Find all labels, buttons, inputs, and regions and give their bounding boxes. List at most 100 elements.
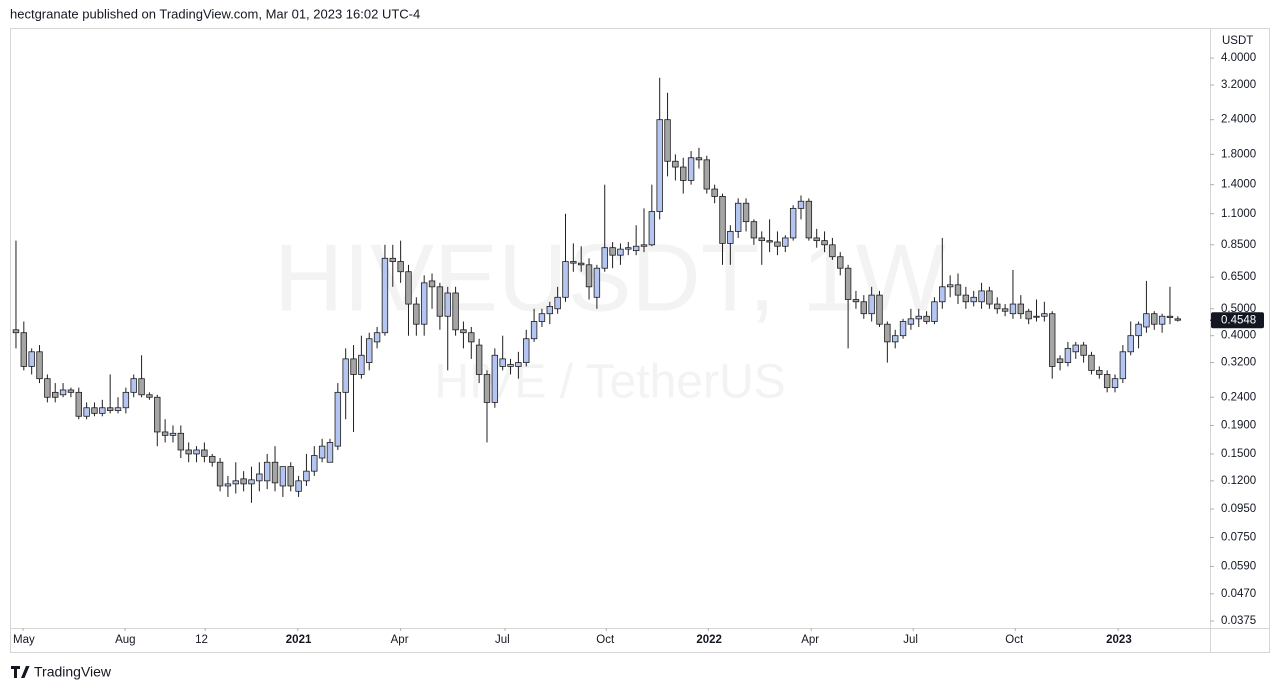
candle-body <box>672 160 679 168</box>
candle-body <box>515 362 522 367</box>
candle-body <box>232 480 239 485</box>
candle-body <box>640 244 648 247</box>
candle-body <box>1017 303 1025 315</box>
y-tick-label: 0.1200 <box>1221 475 1256 487</box>
candle-body <box>632 245 640 252</box>
candle-body <box>342 358 349 393</box>
candle-body <box>499 358 506 367</box>
x-tick-label: Apr <box>801 634 819 646</box>
y-tick-label: 0.1500 <box>1221 448 1256 460</box>
candle-body <box>224 483 232 487</box>
candle-body <box>813 237 820 242</box>
candle-body <box>420 282 428 325</box>
candle-body <box>28 351 35 367</box>
candle-body <box>782 237 789 247</box>
candle-body <box>758 237 765 242</box>
candle-body <box>915 315 922 320</box>
candle-body <box>742 202 750 223</box>
last-price-box <box>1211 312 1264 329</box>
candle-body <box>1064 347 1072 363</box>
candle-body <box>766 240 773 243</box>
candle-body <box>1056 358 1064 363</box>
candle-body <box>161 431 169 436</box>
candle-body <box>295 480 302 492</box>
candle-body <box>334 391 342 447</box>
candle-body <box>67 389 75 393</box>
candle-body <box>1049 313 1056 367</box>
candle-body <box>577 262 585 266</box>
candle-body <box>169 432 177 436</box>
candle-body <box>695 157 703 161</box>
candle-body <box>52 391 59 398</box>
candle-body <box>711 188 718 197</box>
y-tick-label: 0.6500 <box>1221 271 1256 283</box>
y-tick-label: 4.0000 <box>1221 52 1256 64</box>
x-tick-label: 2021 <box>286 634 312 646</box>
candle-body <box>1033 315 1040 318</box>
y-tick-label: 0.0470 <box>1221 588 1256 600</box>
candle-body <box>358 354 365 375</box>
y-tick-label: 0.0950 <box>1221 503 1256 515</box>
y-tick-label: 0.4000 <box>1221 330 1256 342</box>
x-tick-label: Aug <box>115 634 135 646</box>
x-tick-label: Oct <box>596 634 615 646</box>
candle-body <box>774 241 781 247</box>
candle-body <box>876 294 883 325</box>
candle-body <box>946 284 954 288</box>
y-axis-unit: USDT <box>1222 35 1253 47</box>
candle-body <box>680 166 687 181</box>
candle-body <box>83 407 90 417</box>
candle-body <box>986 290 993 305</box>
y-tick-label: 1.1000 <box>1221 208 1256 220</box>
candle-body <box>648 211 656 246</box>
candle-body <box>444 292 451 317</box>
candle-body <box>271 461 279 484</box>
candle-body <box>491 354 499 403</box>
y-tick-label: 0.2400 <box>1221 391 1256 403</box>
publish-header: hectgranate published on TradingView.com… <box>10 6 420 21</box>
candle-body <box>20 332 28 367</box>
candle-body <box>1127 335 1134 353</box>
y-tick-label: 1.8000 <box>1221 148 1256 160</box>
logo: TradingView <box>11 664 112 680</box>
candle-body <box>256 473 263 482</box>
candle-body <box>318 445 326 459</box>
x-tick-label: Jul <box>903 634 918 646</box>
candle-body <box>601 247 608 269</box>
candle-body <box>1096 369 1103 375</box>
candle-body <box>1135 323 1142 337</box>
candle-body <box>263 461 271 482</box>
candle-body <box>177 432 185 451</box>
candle-body <box>428 280 436 288</box>
candle-body <box>389 257 396 262</box>
candle-body <box>1143 313 1150 328</box>
candle-body <box>185 449 192 455</box>
candle-body <box>209 455 216 463</box>
candle-body <box>805 200 813 239</box>
x-tick-label: 2023 <box>1106 634 1132 646</box>
candle-body <box>311 455 318 472</box>
candle-body <box>350 358 357 375</box>
x-tick-label: 2022 <box>696 634 722 646</box>
x-tick-label: 12 <box>195 634 208 646</box>
candle-body <box>1072 344 1079 353</box>
candle-body <box>829 244 836 258</box>
candle-body <box>625 247 632 250</box>
candle-body <box>36 351 43 380</box>
candle-body <box>405 271 412 305</box>
candle-body <box>248 479 255 485</box>
candle-body <box>821 240 828 246</box>
candle-body <box>475 344 483 375</box>
candle-body <box>507 364 514 367</box>
candle-body <box>530 321 538 340</box>
y-tick-label: 0.1900 <box>1221 419 1256 431</box>
y-tick-label: 2.4000 <box>1221 114 1256 126</box>
candle-body <box>130 378 137 393</box>
candle-body <box>844 267 852 300</box>
candle-body <box>664 119 671 162</box>
candle-body <box>201 449 208 457</box>
y-tick-label: 0.3200 <box>1221 357 1256 369</box>
candle-body <box>703 159 710 190</box>
